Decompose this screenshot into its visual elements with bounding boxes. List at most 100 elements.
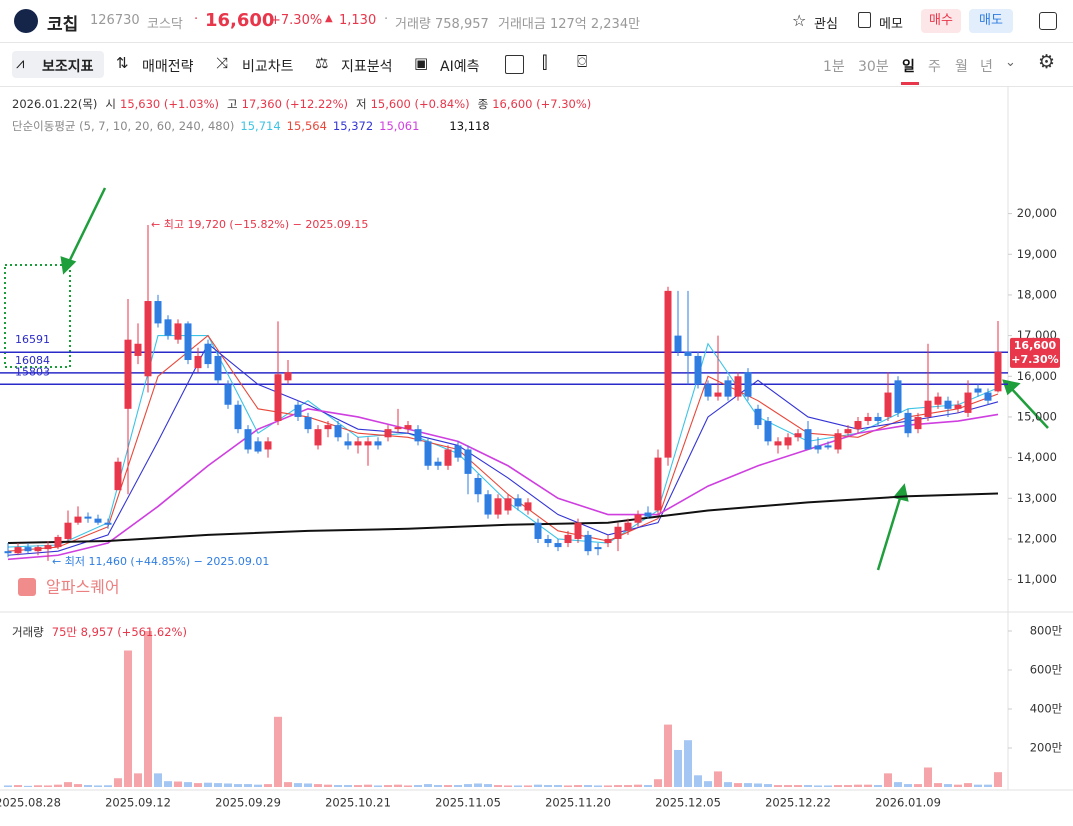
star-icon[interactable]: ☆ <box>792 11 807 30</box>
candle-icon[interactable]: ⫿ <box>542 53 548 73</box>
candle-body <box>914 416 922 430</box>
candle-body <box>884 392 892 417</box>
candle-body <box>304 416 312 430</box>
candle-body <box>334 425 342 438</box>
volume-bar <box>254 784 262 787</box>
volume-bar <box>144 631 152 787</box>
moving-average <box>7 342 999 556</box>
candle-body <box>734 376 742 397</box>
volume-bar <box>184 782 192 787</box>
x-tick-label: 2025.12.22 <box>765 796 831 810</box>
y2-tick-label: 600만 <box>1030 663 1063 677</box>
candle-body <box>754 408 762 426</box>
volume-bar <box>774 785 782 787</box>
stock-code: 126730 <box>90 13 140 28</box>
period[interactable]: 일 <box>902 59 915 75</box>
volume-bar <box>154 773 162 787</box>
volume-bar <box>714 771 722 787</box>
candle-body <box>634 514 642 523</box>
volume-bar <box>484 784 492 787</box>
candle-body <box>284 372 292 381</box>
x-tick-label: 2025.12.05 <box>655 796 721 810</box>
tool-icon[interactable]: ⇅ <box>116 54 129 72</box>
volume-bar <box>544 785 552 787</box>
volume-bar <box>664 724 672 787</box>
candle-body <box>784 437 792 446</box>
volume-bar <box>304 783 312 787</box>
x-tick-label: 2025.09.29 <box>215 796 281 810</box>
volume-bar <box>854 784 862 787</box>
candle-body <box>254 441 262 452</box>
volume-bar <box>644 785 652 787</box>
candle-body <box>54 536 62 548</box>
volume-bar <box>954 784 962 787</box>
volume-bar <box>4 785 12 787</box>
camera-icon[interactable]: ⌼ <box>577 52 588 72</box>
amount: 거래대금 127억 2,234만 <box>498 17 641 32</box>
candle-body <box>324 425 332 430</box>
candle-body <box>364 441 372 446</box>
candle-body <box>14 547 22 554</box>
chevron[interactable]: ⌄ <box>1005 55 1016 70</box>
y2-tick-label: 200만 <box>1030 741 1063 755</box>
volume-bar <box>204 782 212 787</box>
candle-body <box>134 343 142 356</box>
volume-bar <box>404 785 412 787</box>
volume-bar <box>434 785 442 787</box>
watch[interactable]: 관심 <box>814 17 838 32</box>
period[interactable]: 1분 <box>823 59 845 75</box>
candle-body <box>124 339 132 409</box>
tool[interactable]: 보조지표 <box>42 59 94 75</box>
tool-icon[interactable]: ⩘ <box>16 54 25 72</box>
period[interactable]: 월 <box>955 59 968 75</box>
tool[interactable]: AI예측 <box>440 59 480 75</box>
active-tool-bg <box>12 51 104 78</box>
volume-bar <box>264 784 272 787</box>
volume-bar <box>194 783 202 787</box>
level-label: 15803 <box>15 365 50 378</box>
memo[interactable]: 메모 <box>879 17 903 32</box>
candle-body <box>504 498 512 511</box>
candle-body <box>454 445 462 458</box>
candle-body <box>774 441 782 446</box>
x-tick-label: 2025.10.21 <box>325 796 391 810</box>
info-text: 17,360 (+12.22%) <box>242 97 348 111</box>
candle-body <box>424 441 432 466</box>
volume-bar <box>704 781 712 787</box>
volume-legend-label: 거래량 <box>12 625 44 639</box>
period[interactable]: 30분 <box>858 59 889 75</box>
tool-icon[interactable]: ▣ <box>414 54 429 72</box>
period[interactable]: 년 <box>980 59 993 75</box>
candle-body <box>274 374 282 422</box>
volume-bar <box>694 775 702 787</box>
candle-body <box>444 449 452 466</box>
candle-body <box>964 392 972 413</box>
period[interactable]: 주 <box>928 59 941 75</box>
low-annotation: ← 최저 11,460 (+44.85%) − 2025.09.01 <box>52 555 269 568</box>
tool-icon[interactable]: ⤨ <box>216 54 229 72</box>
tool[interactable]: 비교차트 <box>242 59 294 75</box>
tool[interactable]: 매매전략 <box>142 59 194 75</box>
candle-body <box>944 400 952 409</box>
info-text: 15,600 (+0.84%) <box>371 97 470 111</box>
memo-icon[interactable] <box>858 12 871 28</box>
candle-body <box>244 429 252 450</box>
buy-button[interactable]: 매수 <box>921 9 961 33</box>
volume-bar <box>844 785 852 787</box>
tool[interactable]: 지표분석 <box>341 59 393 75</box>
tool-icon[interactable]: ⚖ <box>315 54 329 72</box>
volume-bar <box>384 785 392 787</box>
ma-legend-title: 단순이동평균 (5, 7, 10, 20, 60, 240, 480) <box>12 119 234 133</box>
panel-icon[interactable] <box>1039 12 1057 30</box>
x-tick-label: 2025.08.28 <box>0 796 61 810</box>
candle-body <box>64 522 72 539</box>
gear-icon[interactable]: ⚙ <box>1038 51 1056 73</box>
candle-body <box>624 522 632 531</box>
volume-bar <box>284 782 292 787</box>
info-text: 고 <box>227 97 238 111</box>
square-icon[interactable] <box>505 55 524 74</box>
candle-body <box>644 512 652 517</box>
sell-button[interactable]: 매도 <box>969 9 1013 33</box>
volume-bar <box>914 784 922 787</box>
watermark: 알파스퀘어 <box>46 578 120 597</box>
